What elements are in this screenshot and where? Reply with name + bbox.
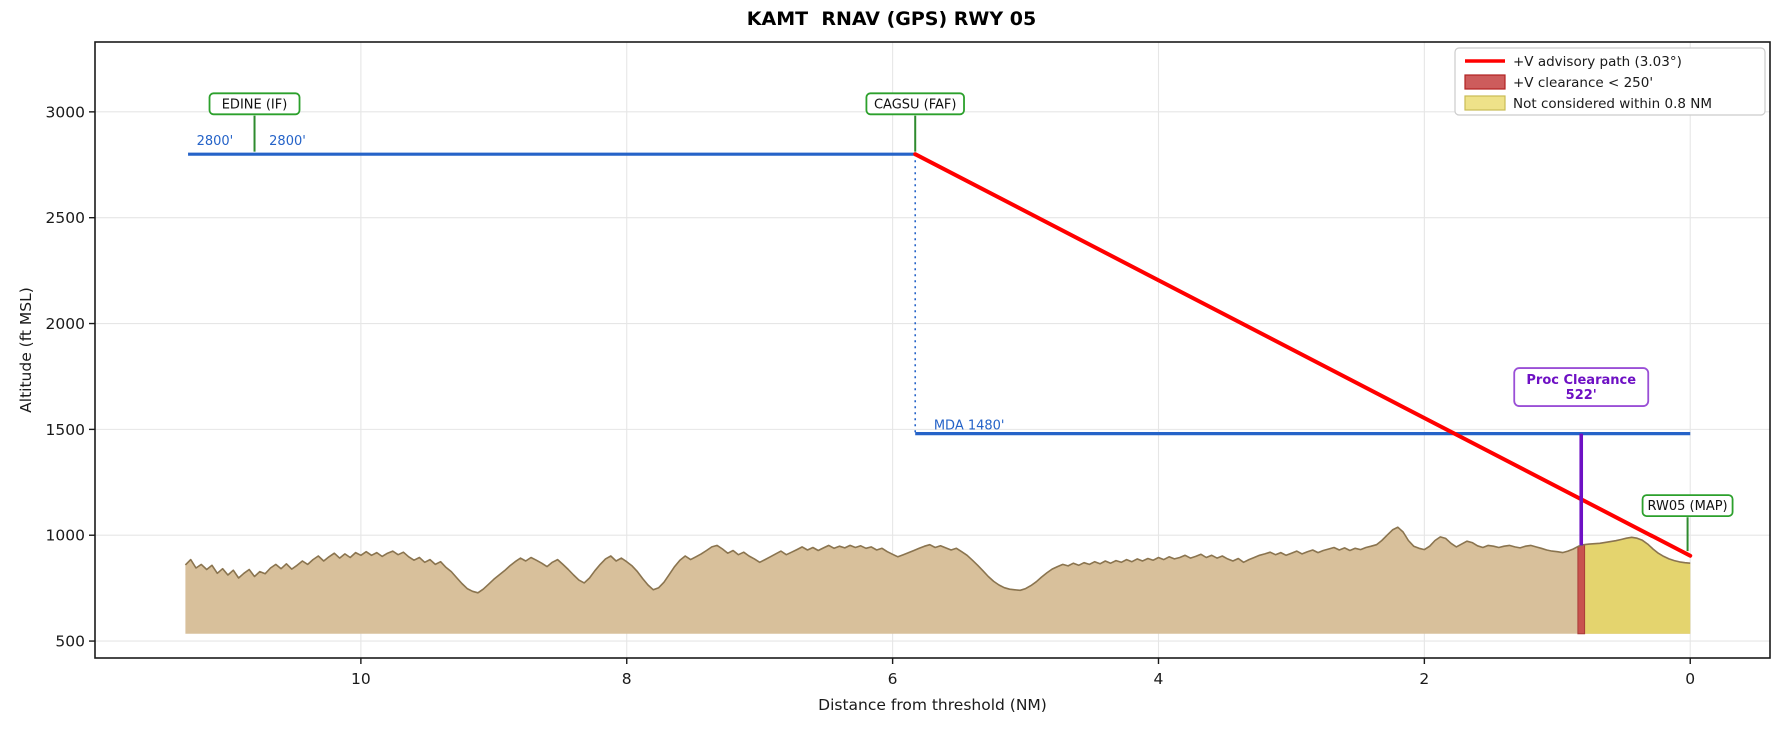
chart-text: 3000 (46, 103, 85, 121)
chart-text: 8 (622, 670, 632, 688)
chart-text: Proc Clearance (1526, 373, 1636, 388)
chart-text: 4 (1154, 670, 1164, 688)
waypoint-label-box (1641, 494, 1734, 517)
chart-text: 500 (55, 633, 85, 651)
waypoint-label-box (208, 92, 301, 116)
proc-clearance-box (1513, 367, 1650, 407)
chart-text: 2800' (197, 134, 234, 149)
chart-text: 1500 (46, 421, 85, 439)
annotations: 2800' 2800' MDA 1480' (197, 134, 1005, 433)
axes-spines (94, 41, 1771, 659)
waypoint-cagsu: CAGSU (FAF) (865, 92, 965, 152)
terrain (185, 527, 1691, 634)
chart-text: 6 (888, 670, 898, 688)
chart-text: MDA 1480' (934, 418, 1005, 433)
chart-text: 2000 (46, 315, 85, 333)
legend-box (1454, 47, 1766, 116)
y-axis-label: Altitude (ft MSL) (17, 287, 35, 413)
waypoint-rw05: RW05 (MAP) (1641, 494, 1734, 552)
terrain-fill (185, 527, 1691, 634)
clearance-strip (1577, 544, 1586, 635)
chart-text: RW05 (MAP) (1648, 499, 1728, 514)
advisory-path-line (913, 152, 1693, 558)
waypoint-edine: EDINE (IF) (208, 92, 301, 152)
axis-ticks: 10 8 6 4 2 0 500 1000 1500 2000 2500 3000 (46, 103, 1696, 688)
chart-text: +V clearance < 250' (1513, 75, 1653, 91)
legend: +V advisory path (3.03°) +V clearance < 2… (1454, 47, 1766, 116)
x-axis-label: Distance from threshold (NM) (818, 696, 1047, 714)
not-considered-region (1583, 537, 1691, 634)
chart-title: KAMT RNAV (GPS) RWY 05 (746, 8, 1037, 30)
chart-text: 2800' (269, 134, 306, 149)
terrain-outline (184, 526, 1691, 594)
chart-text: Not considered within 0.8 NM (1513, 96, 1712, 112)
chart-text: 2 (1419, 670, 1429, 688)
waypoint-label-box (865, 92, 965, 116)
chart-text: 1000 (46, 527, 85, 545)
legend-patch-sample (1464, 74, 1506, 90)
chart-text: +V advisory path (3.03°) (1513, 54, 1682, 70)
chart-text: 522' (1566, 388, 1597, 403)
chart-text: CAGSU (FAF) (874, 97, 957, 112)
legend-patch-sample (1464, 95, 1506, 111)
chart-text: 0 (1685, 670, 1695, 688)
chart-text: 2500 (46, 209, 85, 227)
chart-text: EDINE (IF) (222, 97, 288, 112)
chart-text: 10 (351, 670, 371, 688)
